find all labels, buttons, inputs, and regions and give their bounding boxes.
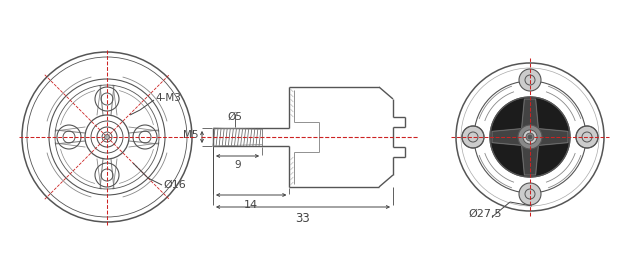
- Circle shape: [526, 133, 534, 141]
- Circle shape: [523, 130, 537, 144]
- Circle shape: [105, 135, 110, 140]
- Text: 9: 9: [234, 160, 241, 170]
- Circle shape: [490, 97, 570, 177]
- Circle shape: [519, 69, 541, 91]
- Text: Ø27,5: Ø27,5: [468, 209, 502, 219]
- Text: Ø5: Ø5: [228, 112, 242, 122]
- Circle shape: [462, 126, 484, 148]
- Circle shape: [518, 125, 542, 149]
- Circle shape: [576, 126, 598, 148]
- Polygon shape: [538, 129, 568, 146]
- Text: M5: M5: [182, 130, 198, 140]
- Text: 33: 33: [296, 212, 311, 225]
- Polygon shape: [521, 145, 538, 175]
- Text: Ø16: Ø16: [163, 180, 186, 190]
- Text: 14: 14: [244, 200, 259, 209]
- Text: 4-M3: 4-M3: [155, 93, 181, 103]
- Circle shape: [528, 135, 532, 139]
- Circle shape: [519, 183, 541, 205]
- Polygon shape: [521, 99, 538, 129]
- Polygon shape: [492, 129, 522, 146]
